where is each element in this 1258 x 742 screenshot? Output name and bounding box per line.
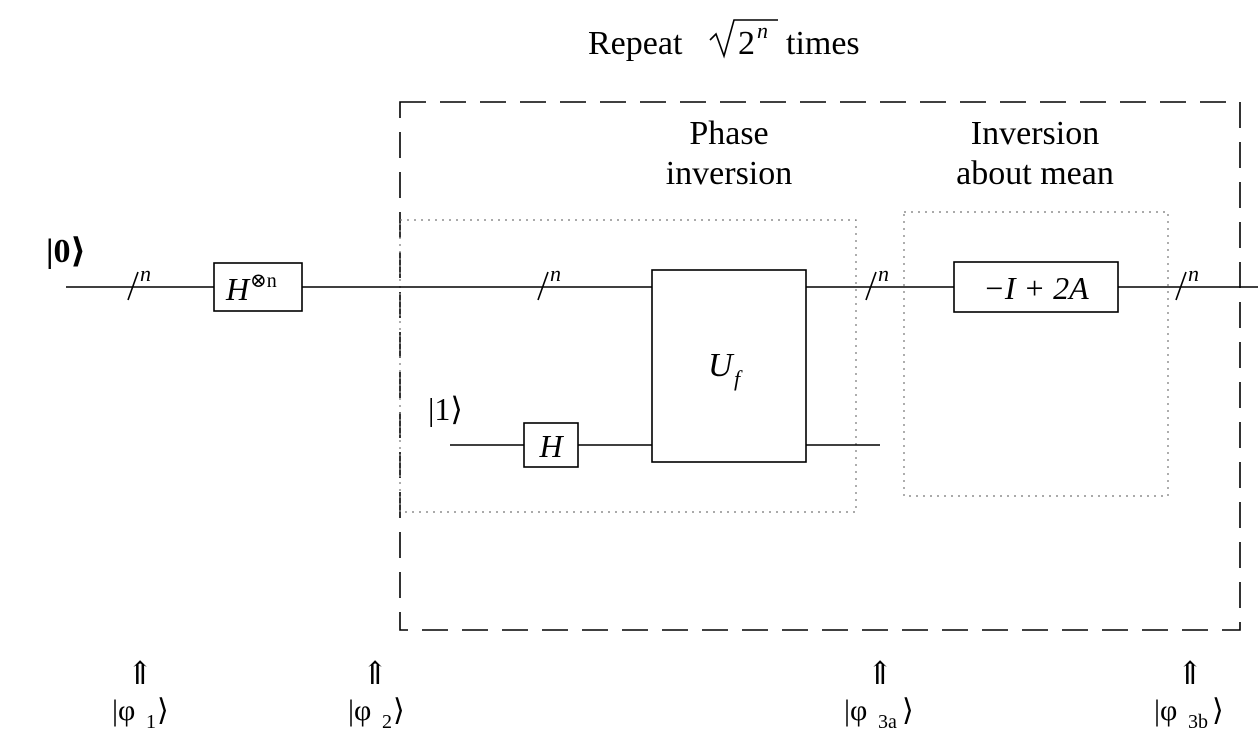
state-label-base: |φ: [844, 694, 867, 727]
up-arrow-icon: ⇑: [1177, 655, 1204, 691]
state-label-sub: 3b: [1188, 711, 1208, 733]
slash-mark: [537, 271, 549, 301]
repeat-region-box: [399, 101, 1241, 631]
register-n-label: n: [878, 261, 889, 286]
state-label-sub: 2: [382, 711, 392, 733]
up-arrow-icon: ⇑: [867, 655, 894, 691]
state-marker-phi3a: ⇑ |φ 3a ⟩: [844, 655, 914, 733]
state-marker-phi1: ⇑ |φ 1 ⟩: [112, 655, 169, 733]
slash-mark: [865, 271, 877, 301]
state-marker-phi3b: ⇑ |φ 3b ⟩: [1154, 655, 1224, 733]
inversion-about-mean-label: Inversion about mean: [956, 115, 1114, 192]
title-radicand-exp: n: [757, 18, 768, 43]
hadamard-gate: H: [523, 422, 579, 468]
oracle-gate: U f: [651, 269, 807, 463]
oracle-box: [651, 269, 807, 463]
hadamard-box: [523, 422, 579, 468]
title-suffix: times: [786, 25, 860, 62]
inversion-label: −I + 2A: [983, 270, 1089, 306]
state-label-end: ⟩: [1212, 694, 1224, 727]
hadamard-label: H: [538, 428, 564, 464]
slash-mark: [127, 271, 139, 301]
register-slash-3: n: [865, 261, 889, 301]
state-label-base: |φ: [112, 694, 135, 727]
phase-label-line1: Phase: [689, 115, 768, 152]
state-label-end: ⟩: [902, 694, 914, 727]
oracle-sub: f: [734, 366, 743, 391]
up-arrow-icon: ⇑: [127, 655, 154, 691]
register-slash-1: n: [127, 261, 151, 301]
state-label-base: |φ: [348, 694, 371, 727]
inversion-region: [903, 211, 1169, 497]
register-n-label: n: [140, 261, 151, 286]
state-label-sub: 1: [146, 711, 156, 733]
hadamard-n-sup: ⊗n: [250, 270, 277, 292]
phase-label-line2: inversion: [666, 155, 793, 192]
title-radicand-base: 2: [738, 25, 755, 62]
phase-inversion-label: Phase inversion: [666, 115, 793, 192]
inversion-label-line2: about mean: [956, 155, 1114, 192]
hadamard-n-base: H: [225, 271, 251, 307]
register-slash-4: n: [1175, 261, 1199, 301]
hadamard-n-box: [213, 262, 303, 312]
register-slash-2: n: [537, 261, 561, 301]
state-label-end: ⟩: [157, 694, 169, 727]
sqrt-sign: [709, 19, 778, 59]
state-marker-phi2: ⇑ |φ 2 ⟩: [348, 655, 405, 733]
slash-mark: [1175, 271, 1187, 301]
state-label-end: ⟩: [393, 694, 405, 727]
hadamard-n-gate: H ⊗n: [213, 262, 303, 312]
state-label-base: |φ: [1154, 694, 1177, 727]
up-arrow-icon: ⇑: [362, 655, 389, 691]
register-n-label: n: [1188, 261, 1199, 286]
inversion-box: [953, 261, 1119, 313]
inversion-label-line1: Inversion: [971, 115, 1099, 152]
state-label-sub: 3a: [878, 711, 897, 733]
oracle-base: U: [708, 347, 735, 384]
inversion-gate: −I + 2A: [953, 261, 1119, 313]
repeat-title: Repeat 2 n times: [588, 18, 860, 62]
register-n-label: n: [550, 261, 561, 286]
input-ancilla-state: |1⟩: [428, 391, 463, 427]
input-zero-state: |0⟩: [46, 233, 86, 270]
title-prefix: Repeat: [588, 25, 683, 62]
phase-inversion-region: [399, 219, 857, 513]
